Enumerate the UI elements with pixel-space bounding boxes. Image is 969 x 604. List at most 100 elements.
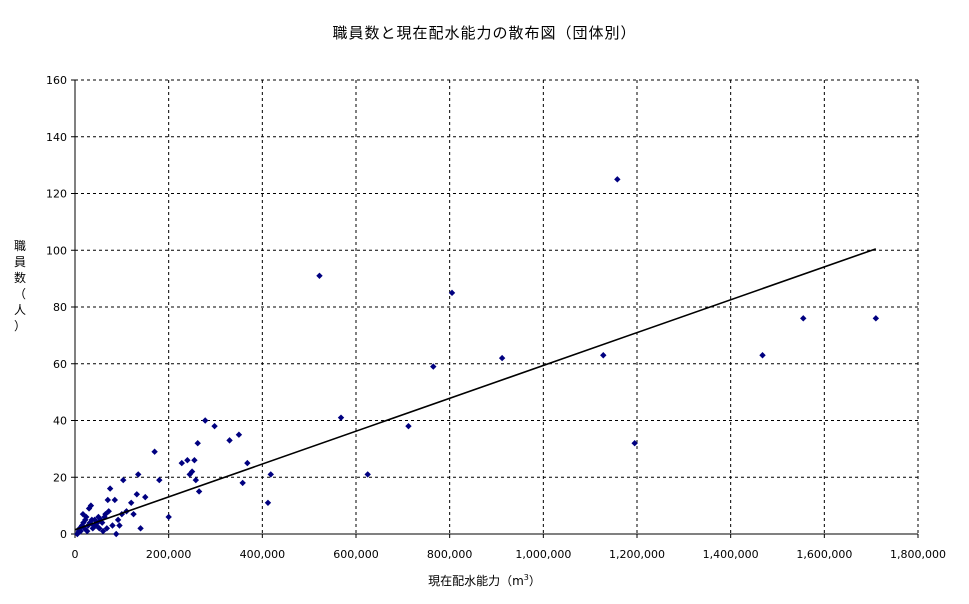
- data-point: [128, 499, 135, 506]
- data-point: [105, 508, 112, 515]
- data-point: [448, 289, 456, 297]
- data-point: [103, 525, 111, 532]
- data-point: [430, 363, 437, 370]
- x-tick-label: 0: [72, 548, 79, 561]
- x-axis-title: 現在配水能力（m3）: [0, 572, 969, 589]
- chart-title: 職員数と現在配水能力の散布図（団体別）: [332, 24, 637, 42]
- x-axis-title-close: ）: [528, 574, 541, 588]
- data-point: [184, 457, 191, 464]
- x-axis-title-text: 現在配水能力（m: [428, 574, 524, 588]
- x-tick-label: 600,000: [333, 548, 379, 561]
- y-axis-title-char: 数: [13, 271, 26, 285]
- data-point: [337, 414, 345, 421]
- x-tick-label: 800,000: [427, 548, 473, 561]
- x-tick-label: 1,800,000: [890, 548, 946, 561]
- data-point: [78, 522, 86, 529]
- data-point: [96, 525, 103, 532]
- x-tick-label: 1,600,000: [796, 548, 852, 561]
- y-tick-label: 160: [46, 74, 67, 87]
- data-point: [498, 354, 506, 362]
- y-tick-label: 20: [53, 471, 67, 484]
- y-tick-label: 100: [46, 244, 67, 257]
- data-point: [211, 422, 218, 430]
- x-tick-label: 1,400,000: [703, 548, 759, 561]
- data-point: [111, 496, 119, 504]
- x-axis-title-superscript: 3: [523, 573, 529, 582]
- data-point: [264, 499, 272, 506]
- x-tick-label: 400,000: [240, 548, 286, 561]
- data-point: [116, 522, 123, 529]
- y-axis-title-char: （: [13, 287, 26, 301]
- trend-line: [74, 248, 877, 531]
- data-point: [135, 471, 142, 478]
- data-point: [120, 476, 127, 484]
- data-point: [130, 510, 137, 518]
- data-point: [102, 510, 109, 518]
- data-point: [759, 352, 766, 359]
- y-axis-title-char: ）: [13, 319, 26, 333]
- data-point: [226, 437, 233, 444]
- data-point: [267, 471, 274, 478]
- data-point: [109, 522, 116, 529]
- data-point: [95, 513, 102, 521]
- data-point: [89, 525, 96, 532]
- x-tick-label: 200,000: [146, 548, 192, 561]
- y-tick-label: 40: [53, 415, 67, 428]
- data-point: [235, 431, 243, 438]
- data-point: [151, 448, 158, 455]
- data-point: [106, 485, 114, 492]
- data-point: [81, 525, 88, 532]
- data-point: [156, 476, 163, 484]
- x-tick-label: 1,200,000: [609, 548, 665, 561]
- y-axis-title-char: 職: [13, 239, 26, 253]
- y-tick-label: 0: [60, 528, 67, 541]
- y-tick-label: 120: [46, 188, 67, 201]
- data-point: [600, 352, 607, 359]
- data-point: [316, 272, 323, 279]
- data-point: [192, 476, 200, 484]
- data-point: [188, 468, 196, 475]
- y-axis-title-char: 員: [13, 255, 26, 269]
- data-point: [101, 513, 108, 521]
- data-point: [872, 315, 880, 322]
- data-point: [631, 440, 638, 447]
- data-point: [239, 479, 246, 487]
- data-point: [201, 417, 209, 424]
- data-point: [405, 422, 412, 430]
- y-axis-title: 職員数 （ 人 ）: [10, 238, 30, 334]
- data-point: [79, 510, 87, 518]
- data-point: [178, 459, 185, 467]
- data-point: [244, 459, 251, 467]
- y-tick-label: 140: [46, 131, 67, 144]
- data-point: [800, 315, 807, 322]
- data-point: [87, 502, 95, 509]
- data-point: [77, 527, 84, 535]
- data-point: [194, 440, 201, 447]
- y-axis-title-char: 人: [13, 303, 26, 317]
- data-point: [142, 493, 149, 501]
- tick-labels: 0 20 40 60 80 100 120 140 160 0 200,000 400,000 600,…: [46, 74, 946, 561]
- data-point: [195, 488, 203, 495]
- data-point: [165, 513, 172, 521]
- y-tick-label: 60: [53, 358, 67, 371]
- data-point: [614, 176, 621, 183]
- data-point: [186, 471, 193, 478]
- data-point: [133, 491, 141, 498]
- y-tick-label: 80: [53, 301, 67, 314]
- data-point: [114, 516, 122, 524]
- grid-lines: [71, 79, 919, 538]
- data-point: [99, 527, 107, 535]
- data-point: [83, 527, 91, 535]
- data-point: [104, 496, 111, 504]
- data-point: [98, 519, 106, 526]
- x-tick-label: 1,000,000: [515, 548, 571, 561]
- data-point: [83, 513, 90, 521]
- data-point: [137, 525, 144, 532]
- data-point: [80, 519, 87, 526]
- data-point: [92, 522, 100, 529]
- data-point: [191, 457, 198, 464]
- data-point: [113, 530, 120, 538]
- data-points: [74, 176, 880, 538]
- data-point: [364, 471, 371, 478]
